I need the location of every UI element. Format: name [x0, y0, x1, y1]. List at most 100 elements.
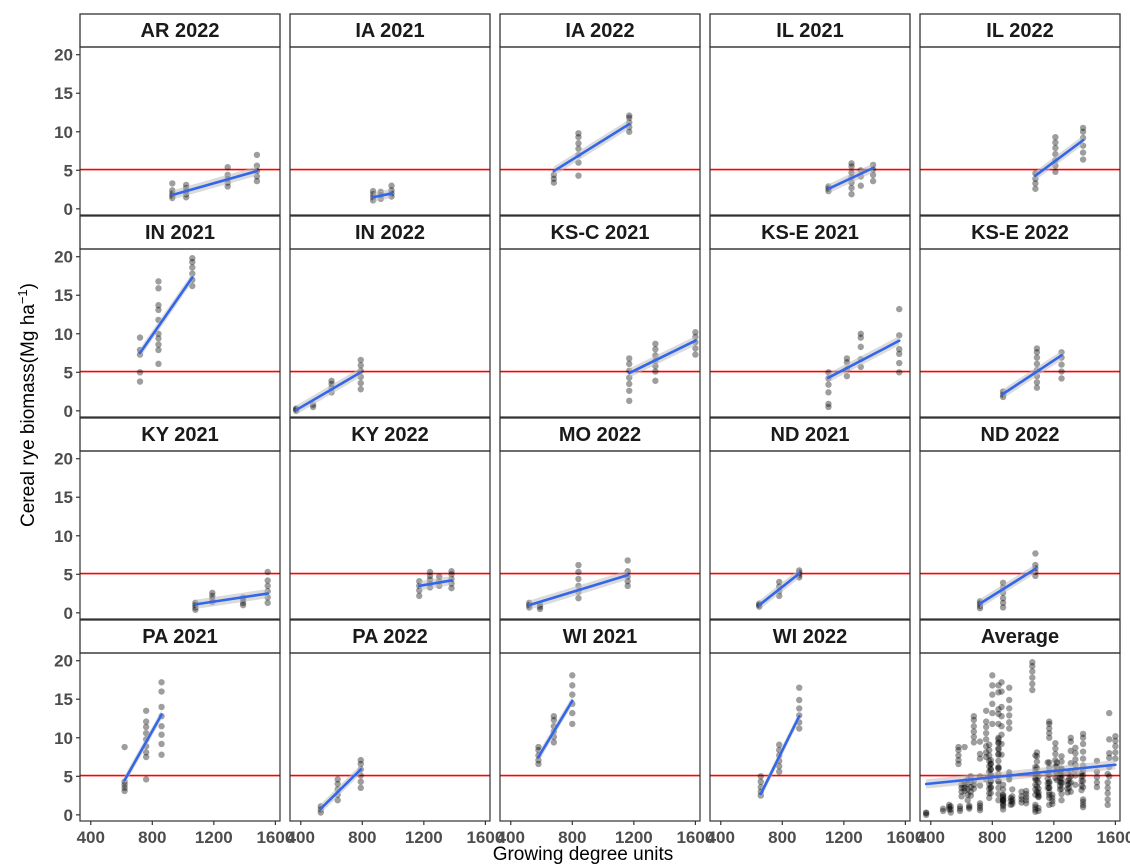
data-point: [1052, 139, 1059, 146]
data-point: [1112, 733, 1119, 740]
data-point: [155, 341, 162, 348]
data-point: [896, 369, 903, 376]
data-point: [1079, 803, 1087, 811]
data-point: [1078, 786, 1085, 794]
data-point: [1032, 550, 1039, 557]
data-point: [1104, 796, 1111, 803]
data-point: [1056, 786, 1064, 793]
data-point: [1033, 788, 1041, 795]
data-point: [1033, 749, 1041, 756]
data-point: [1072, 756, 1079, 763]
points-group: [192, 568, 271, 613]
panel-il-2021: IL 2021: [709, 13, 911, 216]
panel-mo-2022: MO 2022: [499, 417, 701, 620]
data-point: [857, 334, 864, 341]
data-point: [976, 802, 984, 809]
data-point: [1022, 790, 1030, 798]
data-point: [1035, 789, 1042, 796]
panel-in-2022: IN 2022: [289, 215, 491, 418]
data-point: [142, 723, 150, 731]
data-point: [857, 330, 864, 337]
fit-line: [1001, 354, 1063, 396]
data-point: [776, 763, 783, 770]
data-point: [946, 803, 953, 811]
data-point: [966, 802, 973, 809]
strip-label: KY 2021: [141, 424, 218, 446]
strip-label: IA 2022: [565, 20, 634, 42]
data-point: [448, 568, 455, 575]
data-point: [357, 778, 364, 785]
x-tick-label: 400: [707, 828, 735, 847]
data-point: [848, 163, 855, 170]
data-point: [776, 768, 783, 775]
data-point: [652, 368, 659, 375]
y-tick-label: 20: [54, 450, 73, 469]
data-point: [976, 738, 984, 745]
data-point: [1078, 777, 1085, 785]
data-point: [989, 672, 996, 679]
data-point: [999, 800, 1007, 807]
data-point: [1079, 124, 1087, 132]
points-group: [550, 112, 633, 186]
data-point: [970, 733, 978, 741]
data-point: [136, 378, 144, 385]
data-point: [1067, 788, 1074, 795]
points-group: [976, 550, 1039, 612]
data-point: [448, 584, 455, 592]
data-point: [158, 740, 165, 748]
data-point: [999, 792, 1007, 799]
data-point: [1009, 793, 1016, 800]
data-point: [1058, 775, 1065, 782]
data-point: [158, 751, 165, 758]
data-point: [995, 745, 1002, 752]
data-point: [1053, 776, 1061, 784]
data-point: [550, 179, 558, 186]
data-point: [999, 806, 1007, 813]
data-point: [155, 285, 162, 292]
data-point: [1032, 801, 1039, 809]
points-group: [825, 305, 903, 411]
data-point: [955, 760, 962, 768]
data-point: [121, 743, 128, 751]
data-point: [976, 750, 984, 758]
data-point: [253, 151, 261, 159]
fit-line: [294, 371, 363, 412]
data-point: [922, 809, 930, 816]
data-point: [976, 755, 984, 762]
strip-label: IA 2021: [355, 20, 424, 42]
data-point: [1033, 360, 1041, 368]
y-tick-label: 0: [64, 200, 73, 219]
strip-label: WI 2021: [563, 626, 637, 648]
data-point: [1104, 790, 1111, 797]
data-point: [1046, 729, 1053, 737]
panel-ar-2022: AR 2022: [79, 13, 281, 216]
data-point: [966, 803, 973, 811]
strip-background: [919, 13, 1121, 48]
data-point: [158, 731, 165, 738]
data-point: [995, 734, 1002, 741]
data-point: [961, 787, 968, 795]
data-point: [896, 345, 903, 353]
data-point: [1046, 734, 1053, 741]
data-point: [692, 329, 699, 336]
data-point: [1046, 801, 1053, 809]
data-point: [1029, 659, 1036, 666]
panel-ia-2022: IA 2022: [499, 13, 701, 216]
data-point: [995, 739, 1002, 746]
x-tick-label: 1200: [195, 828, 233, 847]
data-point: [357, 379, 364, 387]
data-point: [966, 805, 973, 812]
data-point: [825, 400, 832, 408]
data-point: [1046, 778, 1053, 785]
data-point: [998, 751, 1005, 758]
data-point: [989, 720, 996, 728]
data-point: [1046, 784, 1053, 792]
data-point: [1032, 808, 1039, 815]
fit-line: [527, 573, 629, 607]
data-point: [976, 807, 984, 814]
data-point: [961, 743, 968, 751]
data-point: [976, 800, 984, 807]
data-point: [995, 790, 1002, 798]
panel-border: [499, 652, 701, 822]
data-point: [626, 114, 633, 122]
